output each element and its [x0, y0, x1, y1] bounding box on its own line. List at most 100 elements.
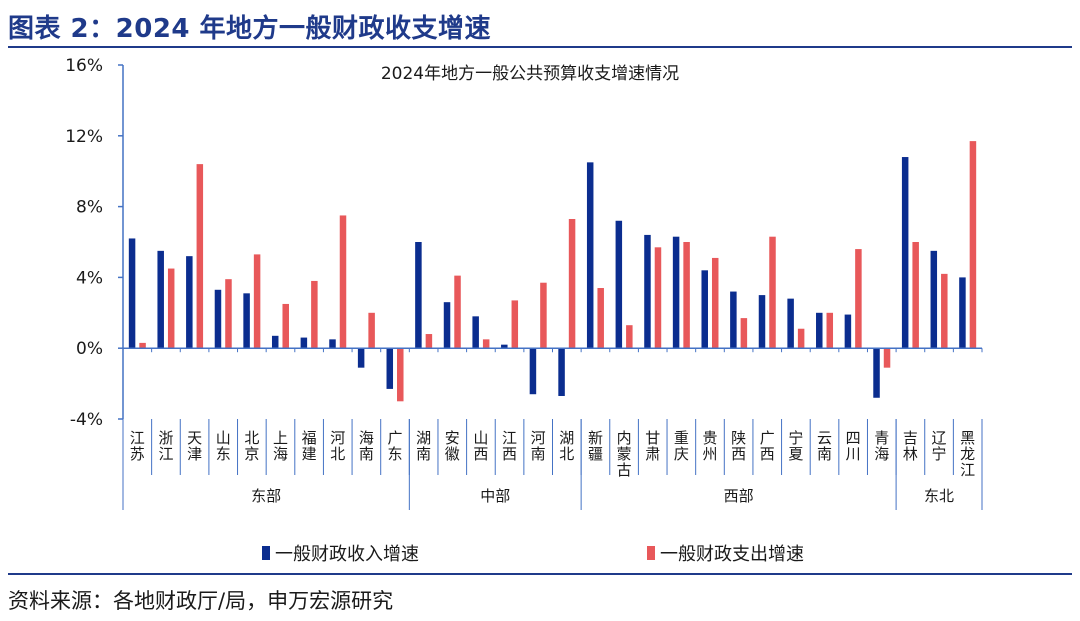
category-label: 福建 [302, 429, 317, 463]
x-axis: 江苏浙江天津山东北京上海福建河北海南广东湖南安徽山西江西河南湖北新疆内蒙古甘肃重… [122, 347, 983, 510]
category-label: 内蒙古 [617, 429, 632, 479]
category-label: 山西 [473, 429, 488, 463]
revenue-bar [701, 270, 708, 349]
revenue-bar [873, 348, 880, 398]
revenue-bar [930, 250, 938, 349]
category-label: 河北 [330, 429, 345, 463]
expenditure-bar [683, 242, 690, 349]
legend: 一般财政收入增速 一般财政支出增速 [262, 544, 804, 565]
revenue-bar [329, 339, 336, 349]
expenditure-bar [826, 312, 834, 349]
expenditure-bar [626, 325, 633, 349]
expenditure-bar [425, 334, 433, 349]
revenue-bar [816, 312, 823, 349]
revenue-bar [128, 238, 136, 349]
category-label: 天津 [187, 429, 202, 463]
expenditure-bar [311, 280, 318, 349]
expenditure-bar [482, 339, 490, 349]
category-label: 湖南 [416, 429, 431, 463]
revenue-bar [271, 335, 279, 349]
revenue-bar [672, 236, 680, 349]
y-tick-label: 0% [76, 339, 103, 359]
revenue-bar [615, 220, 623, 349]
expenditure-bar [912, 242, 919, 349]
chart-title: 2024年地方一般公共预算收支增速情况 [381, 64, 679, 84]
source-rule [8, 573, 1072, 575]
bars [128, 141, 977, 402]
expenditure-bar [511, 300, 519, 349]
expenditure-bar [167, 268, 175, 349]
expenditure-bar [196, 164, 204, 349]
expenditure-bar [855, 249, 862, 349]
revenue-bar [214, 289, 222, 349]
revenue-bar [243, 293, 250, 349]
revenue-bar [357, 348, 365, 368]
revenue-bar [787, 298, 794, 349]
expenditure-bar [253, 254, 261, 349]
expenditure-bar [597, 288, 604, 349]
category-label: 北京 [244, 429, 259, 463]
revenue-bar [300, 337, 308, 349]
category-label: 湖北 [559, 429, 574, 463]
expenditure-bar [769, 236, 776, 349]
expenditure-bar [368, 312, 375, 349]
group-label: 西部 [724, 487, 754, 505]
revenue-bar [844, 314, 852, 349]
category-label: 陕西 [731, 429, 746, 463]
legend-label: 一般财政支出增速 [660, 544, 804, 565]
category-label: 广西 [760, 429, 775, 463]
y-tick-label: 4% [76, 268, 103, 288]
y-tick-label: 8% [76, 198, 103, 218]
group-label: 中部 [480, 487, 510, 505]
category-label: 上海 [273, 429, 288, 463]
expenditure-bar [883, 348, 891, 368]
legend-label: 一般财政收入增速 [275, 544, 419, 565]
category-label: 吉林 [903, 429, 918, 463]
expenditure-bar [540, 282, 547, 349]
category-label: 甘肃 [645, 429, 660, 463]
category-label: 四川 [846, 429, 861, 463]
revenue-bar [959, 277, 966, 349]
expenditure-bar [454, 275, 461, 349]
category-label: 宁夏 [788, 429, 803, 463]
group-label: 东北 [924, 487, 954, 505]
expenditure-bar [969, 141, 977, 349]
revenue-bar [415, 242, 422, 349]
category-label: 广东 [388, 429, 403, 463]
y-tick-label: 12% [65, 127, 103, 147]
category-label: 海南 [359, 429, 374, 463]
expenditure-bar [282, 303, 289, 349]
expenditure-bar [568, 218, 576, 349]
expenditure-bar [139, 342, 146, 349]
y-tick-label: -4% [70, 410, 103, 430]
group-label: 东部 [251, 487, 281, 505]
category-label: 重庆 [674, 429, 689, 463]
category-label: 浙江 [158, 429, 173, 463]
category-label: 山东 [216, 429, 231, 463]
legend-swatch [647, 546, 655, 560]
revenue-bar [529, 348, 537, 395]
expenditure-bar [397, 348, 404, 402]
category-label: 新疆 [588, 429, 603, 463]
revenue-bar [586, 162, 594, 349]
legend-swatch [262, 546, 270, 560]
expenditure-bar [797, 328, 805, 349]
category-label: 黑龙江 [960, 429, 975, 479]
category-label: 江西 [502, 429, 517, 463]
revenue-bar [157, 250, 164, 349]
expenditure-bar [740, 318, 748, 349]
y-tick-label: 16% [65, 56, 103, 76]
revenue-bar [472, 316, 479, 349]
category-label: 青海 [874, 429, 889, 463]
category-label: 河南 [531, 429, 546, 463]
category-label: 云南 [817, 429, 832, 463]
category-label: 辽宁 [932, 429, 947, 463]
revenue-bar [386, 348, 394, 389]
revenue-bar [758, 295, 766, 349]
revenue-bar [644, 234, 651, 349]
expenditure-bar [339, 215, 347, 349]
category-label: 贵州 [702, 429, 717, 463]
expenditure-bar [225, 279, 232, 349]
revenue-bar [186, 256, 193, 349]
